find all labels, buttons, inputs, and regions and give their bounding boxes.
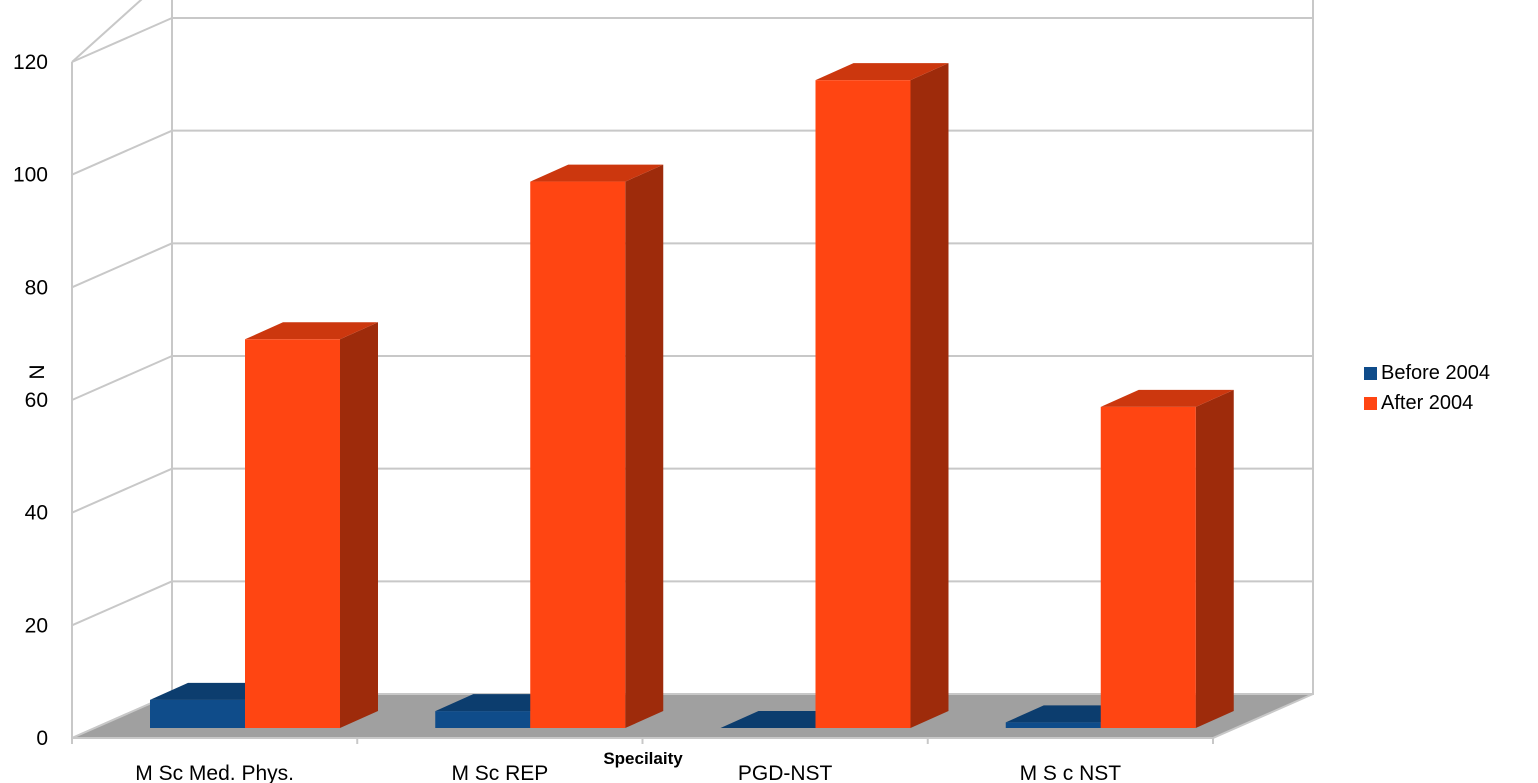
bar-top <box>530 164 664 182</box>
bar-after-2004-m-s-c-nst <box>1100 389 1234 728</box>
x-tick-label-m-sc-med-phys: M Sc Med. Phys. <box>135 762 294 783</box>
legend-label-after-2004: After 2004 <box>1381 391 1474 414</box>
floor-plane <box>71 693 1314 739</box>
bar-side <box>625 164 664 729</box>
left-wall-top-edge <box>71 0 143 63</box>
legend: Before 2004 After 2004 <box>1364 358 1490 418</box>
y-tick-label: 100 <box>13 164 48 187</box>
y-tick-label: 40 <box>25 502 48 525</box>
x-tick-label-m-sc-rep: M Sc REP <box>451 762 548 783</box>
gridline-diagonal <box>71 355 173 401</box>
bar-top <box>245 322 378 340</box>
gridline-diagonal <box>71 17 173 63</box>
y-axis-title: N <box>26 364 49 379</box>
legend-swatch-before-2004 <box>1364 366 1377 380</box>
gridline-diagonal <box>71 242 173 289</box>
chart-floor <box>71 693 1314 739</box>
bar-top <box>815 63 949 81</box>
y-tick-label: 60 <box>25 389 48 412</box>
legend-swatch-after-2004 <box>1364 396 1377 410</box>
x-tick-label-m-s-c-nst: M S c NST <box>1020 762 1122 783</box>
bar-front <box>1005 722 1101 728</box>
gridline-diagonal <box>71 467 173 514</box>
legend-item-before-2004: Before 2004 <box>1364 358 1490 388</box>
y-tick-label: 120 <box>13 51 48 74</box>
x-axis-title: Specilaity <box>603 749 683 768</box>
chart-bars <box>150 63 1234 729</box>
bar-after-2004-m-sc-med-phys <box>245 322 378 728</box>
bar-front <box>530 181 626 729</box>
y-tick-label: 80 <box>25 276 48 299</box>
y-tick-label: 0 <box>36 727 48 750</box>
bar-side <box>340 322 378 728</box>
bar-top <box>1100 389 1234 407</box>
legend-label-before-2004: Before 2004 <box>1381 361 1490 384</box>
bar-front <box>245 339 340 728</box>
x-axis-ticks: M Sc Med. Phys. M Sc REP PGD-NST M S c NST <box>71 738 1214 783</box>
bar-side <box>1195 389 1234 728</box>
y-tick-label: 20 <box>25 614 48 637</box>
bar-front <box>1100 406 1196 728</box>
bar-after-2004-pgd-nst <box>815 63 949 728</box>
y-axis-ticks: 0 20 40 60 80 100 120 <box>13 51 48 750</box>
bar-front <box>150 699 245 728</box>
gridline-diagonal <box>71 129 173 176</box>
legend-item-after-2004: After 2004 <box>1364 388 1490 418</box>
gridline-diagonal <box>71 580 173 627</box>
x-tick-label-pgd-nst: PGD-NST <box>738 762 833 783</box>
bar-after-2004-m-sc-rep <box>530 164 664 729</box>
bar-side <box>910 63 949 728</box>
bar-front <box>815 80 911 728</box>
bar-front <box>435 711 531 728</box>
